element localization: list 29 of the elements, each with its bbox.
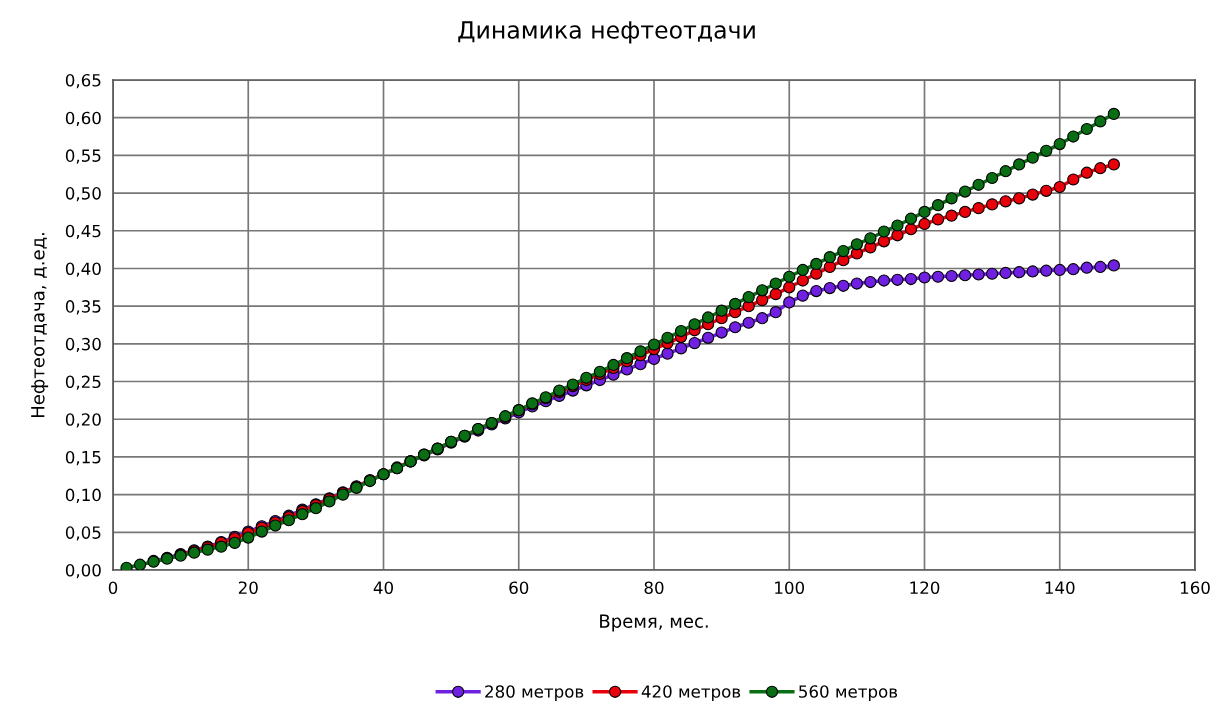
x-tick-label: 60 <box>509 581 529 595</box>
y-tick-label: 0,55 <box>65 149 101 164</box>
x-axis-title: Время, мес. <box>600 614 708 632</box>
y-tick-label: 0,00 <box>65 563 101 579</box>
x-tick-label: 40 <box>373 581 393 595</box>
legend-label: 280 метров <box>485 685 584 702</box>
y-axis-title: Нефтеотдача, д.ед. <box>31 233 49 418</box>
legend-label: 560 метров <box>799 685 898 702</box>
x-tick-label: 160 <box>1180 581 1210 595</box>
y-tick-label: 0,45 <box>65 224 101 240</box>
x-tick-label: 140 <box>1045 581 1075 595</box>
y-tick-label: 0,30 <box>65 337 101 353</box>
x-tick-label: 20 <box>238 581 258 595</box>
y-tick-label: 0,50 <box>65 187 101 202</box>
y-tick-label: 0,60 <box>65 111 101 126</box>
legend-label: 420 метров <box>641 685 741 702</box>
x-tick-label: 100 <box>775 581 805 595</box>
y-tick-label: 0,25 <box>65 375 101 390</box>
x-tick-label: 0 <box>108 581 118 595</box>
chart-title: Динамика нефтеотдачи <box>458 21 755 44</box>
x-tick-label: 120 <box>910 581 940 595</box>
y-tick-label: 0,35 <box>65 300 101 315</box>
y-tick-label: 0,20 <box>65 413 101 428</box>
y-tick-label: 0,10 <box>65 488 101 503</box>
y-tick-label: 0,65 <box>65 73 101 89</box>
x-tick-label: 80 <box>644 581 664 595</box>
y-tick-label: 0,05 <box>65 526 101 541</box>
y-tick-label: 0,15 <box>65 450 101 466</box>
y-tick-label: 0,40 <box>65 262 101 277</box>
